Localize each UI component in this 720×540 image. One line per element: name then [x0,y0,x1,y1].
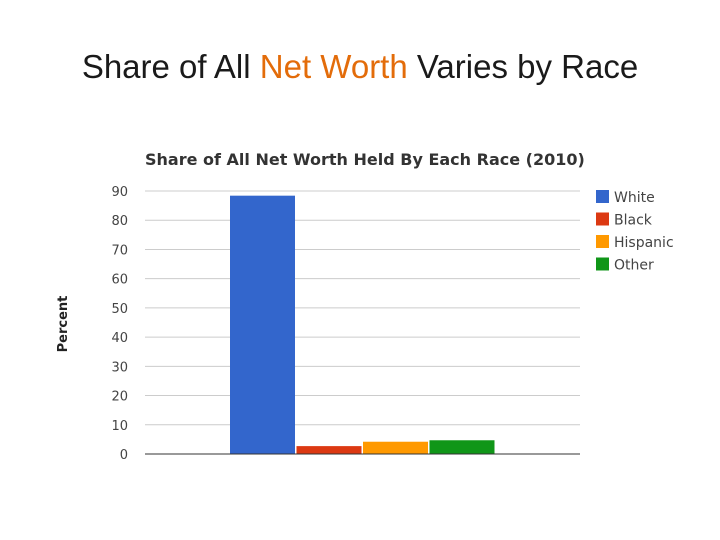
y-axis-label: Percent [56,296,71,353]
legend-label-black: Black [614,213,653,229]
y-tick-label: 50 [111,302,128,317]
slide-title-end: Varies by Race [407,48,639,85]
legend-swatch-black [596,212,609,226]
y-tick-label: 90 [111,185,128,200]
legend-swatch-other [596,257,609,271]
legend-swatch-white [596,190,609,203]
y-axis-ticks: 0 10 20 30 40 50 60 70 80 90 [111,185,128,463]
bars [230,195,495,455]
bar-black [296,446,362,454]
y-tick-label: 30 [111,360,128,375]
y-tick-label: 80 [111,214,128,229]
gridlines [145,190,580,426]
slide-title-highlight: Net Worth [259,48,408,85]
y-tick-label: 60 [111,273,128,288]
y-tick-label: 0 [120,448,128,463]
y-tick-label: 70 [111,243,128,258]
y-tick-label: 20 [111,390,128,405]
legend-label-other: Other [614,258,654,274]
slide-title: Share of All Net Worth Varies by Race [0,48,720,86]
legend-swatch-hispanic [596,235,609,248]
slide-title-start: Share of All [81,48,260,85]
bar-other [429,440,495,454]
legend: White Black Hispanic Other [596,190,674,274]
legend-label-hispanic: Hispanic [614,235,674,251]
chart-title: Share of All Net Worth Held By Each Race… [145,150,585,169]
bar-white [230,195,295,455]
y-tick-label: 10 [111,419,128,434]
bar-hispanic [363,441,428,454]
y-tick-label: 40 [111,331,128,346]
legend-label-white: White [614,190,655,206]
